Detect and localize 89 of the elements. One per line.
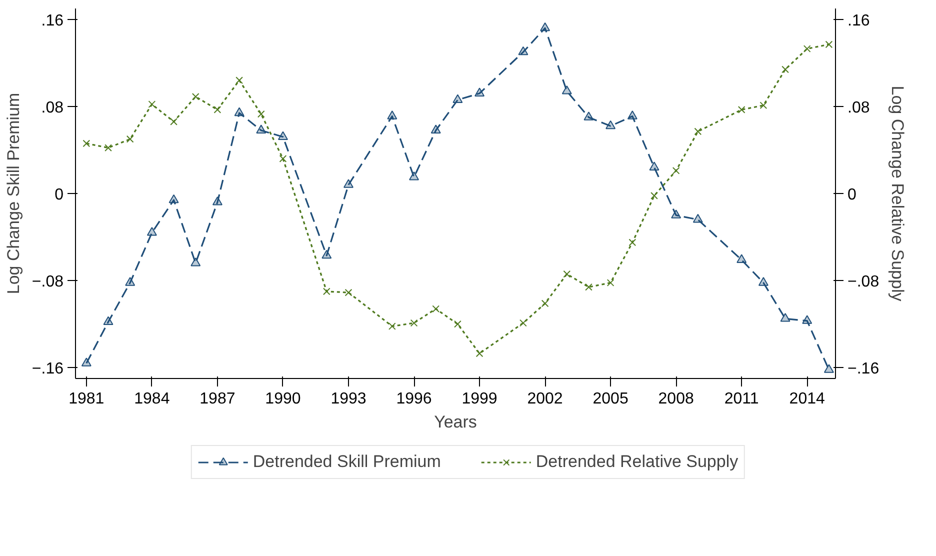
- point: [81, 358, 92, 366]
- point: [520, 319, 527, 327]
- point: [104, 144, 112, 152]
- point: [692, 214, 703, 223]
- point: [584, 112, 594, 120]
- point: [388, 322, 396, 330]
- point: [322, 288, 330, 296]
- y-tick-label: −.08: [32, 274, 64, 291]
- legend-label: Detrended Relative Supply: [536, 452, 738, 472]
- point: [148, 100, 156, 108]
- point: [278, 131, 288, 140]
- x-tick-label: 2002: [527, 390, 563, 408]
- point: [212, 196, 222, 206]
- point: [410, 319, 418, 327]
- y2-tick-label: 0: [848, 186, 856, 204]
- point: [585, 283, 592, 291]
- point: [430, 124, 441, 134]
- point: [802, 315, 812, 324]
- point: [474, 88, 485, 96]
- point: [322, 250, 332, 259]
- point: [738, 106, 746, 114]
- x-tick-label: 2008: [658, 390, 694, 408]
- x-tick-label: 2005: [592, 390, 628, 408]
- point: [409, 171, 420, 180]
- y2-tick-label: .08: [848, 99, 870, 116]
- point: [694, 128, 702, 136]
- y-tick-label: 0: [54, 186, 64, 204]
- point: [279, 154, 287, 162]
- legend-label: Detrended Skill Premium: [252, 452, 441, 472]
- y-axis-title: Log Change Skill Premium: [4, 92, 23, 294]
- point: [540, 22, 550, 32]
- point: [782, 66, 789, 74]
- y2-axis-title: Log Change Relative Supply: [888, 86, 908, 302]
- point: [234, 107, 244, 116]
- point: [343, 179, 354, 188]
- point: [758, 277, 768, 286]
- point: [190, 257, 201, 266]
- x-tick-label: 1990: [265, 390, 301, 408]
- point: [170, 118, 178, 126]
- point: [563, 270, 571, 278]
- point: [541, 300, 549, 308]
- point: [387, 110, 398, 120]
- point: [257, 110, 265, 118]
- x-tick-label: 1987: [200, 390, 236, 408]
- x-tick-label: 2011: [724, 390, 759, 408]
- point: [562, 86, 572, 94]
- point: [168, 194, 179, 204]
- point: [606, 279, 614, 286]
- point: [671, 210, 682, 218]
- point: [236, 76, 243, 84]
- point: [476, 350, 484, 358]
- x-tick-label: 1981: [68, 390, 104, 408]
- point: [518, 46, 528, 56]
- y-tick-label: .16: [41, 12, 64, 30]
- point: [760, 102, 768, 110]
- point: [126, 135, 134, 143]
- point: [649, 162, 660, 170]
- point: [344, 288, 352, 296]
- y2-tick-label: −.08: [848, 274, 880, 291]
- point: [454, 320, 462, 328]
- point: [214, 106, 222, 114]
- y2-tick-label: .16: [848, 12, 870, 30]
- point: [627, 110, 638, 120]
- x-axis-title: Years: [434, 412, 477, 432]
- point: [125, 277, 136, 286]
- x-tick-label: 1999: [462, 390, 498, 408]
- point: [256, 124, 266, 134]
- x-tick-label: 2014: [789, 390, 826, 408]
- x-tick-label: 1984: [134, 390, 170, 408]
- point: [650, 192, 658, 200]
- point: [672, 166, 680, 174]
- y-tick-label: .08: [41, 99, 64, 116]
- point: [824, 364, 834, 373]
- point: [146, 226, 157, 236]
- point: [736, 254, 747, 263]
- y2-tick-label: −.16: [848, 360, 880, 378]
- point: [606, 120, 616, 130]
- point: [780, 312, 790, 322]
- point: [452, 94, 463, 104]
- point: [825, 40, 833, 48]
- point: [803, 45, 811, 52]
- y-tick-label: −.16: [32, 360, 64, 378]
- point: [432, 305, 440, 313]
- point: [103, 316, 114, 326]
- point: [82, 140, 90, 148]
- point: [628, 238, 636, 246]
- x-tick-label: 1993: [330, 390, 366, 408]
- x-tick-label: 1996: [396, 390, 432, 408]
- point: [192, 92, 200, 100]
